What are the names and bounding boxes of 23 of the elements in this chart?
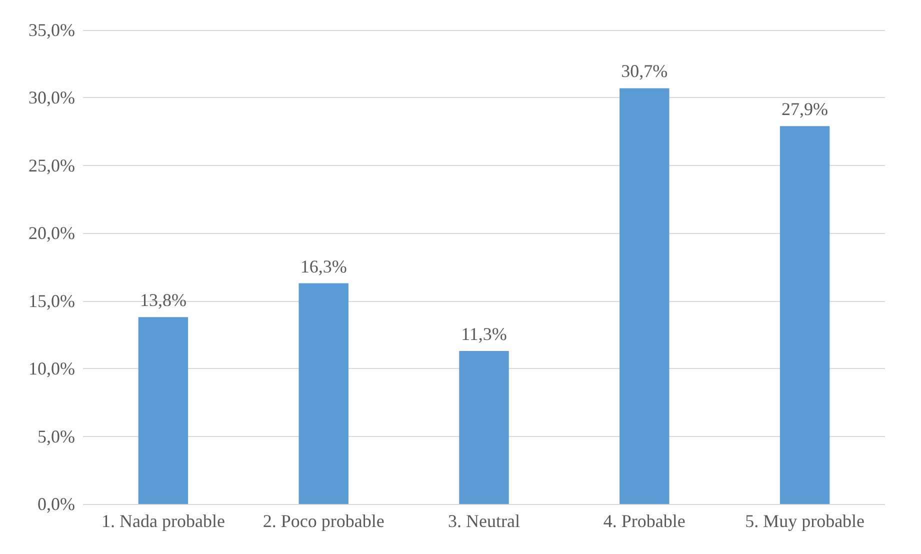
y-tick-label: 10,0% <box>28 358 75 379</box>
x-tick-label: 3. Neutral <box>448 511 520 531</box>
bar <box>780 126 830 504</box>
y-tick-label: 20,0% <box>28 223 75 244</box>
bar <box>459 350 509 504</box>
y-tick-label: 0,0% <box>38 494 75 514</box>
x-tick-label: 2. Poco probable <box>262 511 384 531</box>
bar <box>298 283 348 504</box>
x-tick-label: 5. Muy probable <box>745 511 865 531</box>
y-tick-label: 30,0% <box>28 88 75 108</box>
x-tick-label: 4. Probable <box>603 511 686 531</box>
data-label: 16,3% <box>300 256 347 276</box>
y-tick-label: 25,0% <box>28 155 75 176</box>
data-label: 11,3% <box>461 324 507 344</box>
data-label: 13,8% <box>140 290 186 310</box>
y-tick-label: 5,0% <box>38 426 75 446</box>
y-tick-label: 35,0% <box>28 20 75 40</box>
bar <box>620 88 670 504</box>
data-label: 30,7% <box>621 61 668 82</box>
y-tick-label: 15,0% <box>28 290 75 311</box>
data-label: 27,9% <box>782 99 828 120</box>
bar <box>138 317 188 504</box>
x-tick-label: 1. Nada probable <box>101 511 225 531</box>
